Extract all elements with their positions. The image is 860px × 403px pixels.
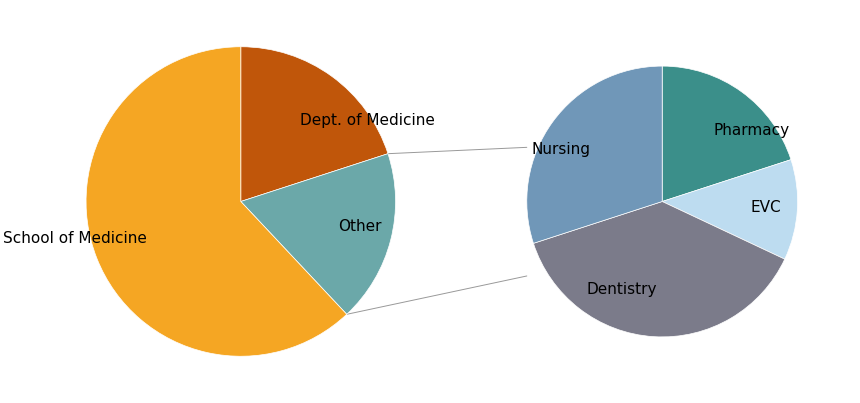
Text: Other: Other: [338, 219, 382, 234]
Text: EVC: EVC: [750, 199, 781, 214]
Text: Dept. of Medicine: Dept. of Medicine: [300, 112, 435, 128]
Wedge shape: [86, 47, 347, 356]
Wedge shape: [527, 66, 662, 243]
Wedge shape: [662, 66, 791, 202]
Text: Nursing: Nursing: [532, 142, 591, 157]
Text: Dentistry: Dentistry: [587, 282, 657, 297]
Text: Pharmacy: Pharmacy: [714, 123, 790, 138]
Wedge shape: [533, 202, 784, 337]
Wedge shape: [662, 160, 797, 259]
Wedge shape: [241, 47, 388, 202]
Wedge shape: [241, 154, 396, 314]
Text: School of Medicine: School of Medicine: [3, 231, 147, 246]
